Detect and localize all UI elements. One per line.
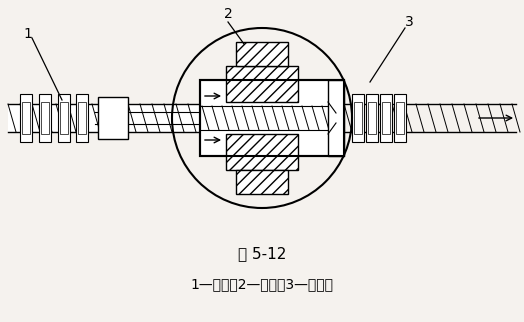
- Bar: [328, 80, 344, 156]
- Bar: [200, 80, 344, 156]
- Text: 1: 1: [24, 27, 32, 41]
- Bar: [41, 102, 49, 134]
- Bar: [60, 102, 68, 134]
- Bar: [368, 102, 376, 134]
- Bar: [77, 94, 88, 142]
- Bar: [354, 102, 362, 134]
- Bar: [382, 102, 390, 134]
- Text: 图 5-12: 图 5-12: [238, 247, 286, 261]
- Bar: [8, 104, 200, 132]
- Bar: [394, 94, 406, 142]
- Bar: [226, 134, 298, 170]
- Bar: [39, 94, 51, 142]
- Bar: [236, 42, 288, 66]
- Bar: [200, 80, 344, 156]
- Bar: [366, 94, 378, 142]
- Bar: [396, 102, 404, 134]
- Bar: [352, 94, 364, 142]
- Text: 1—钢筋；2—压模；3—钢套筒: 1—钢筋；2—压模；3—钢套筒: [191, 277, 333, 291]
- Bar: [236, 170, 288, 194]
- Bar: [22, 102, 30, 134]
- Bar: [380, 94, 392, 142]
- Bar: [58, 94, 70, 142]
- Bar: [20, 94, 32, 142]
- Bar: [98, 97, 128, 139]
- Text: 3: 3: [405, 15, 413, 29]
- Bar: [78, 102, 86, 134]
- Text: 2: 2: [224, 7, 232, 21]
- Bar: [226, 66, 298, 102]
